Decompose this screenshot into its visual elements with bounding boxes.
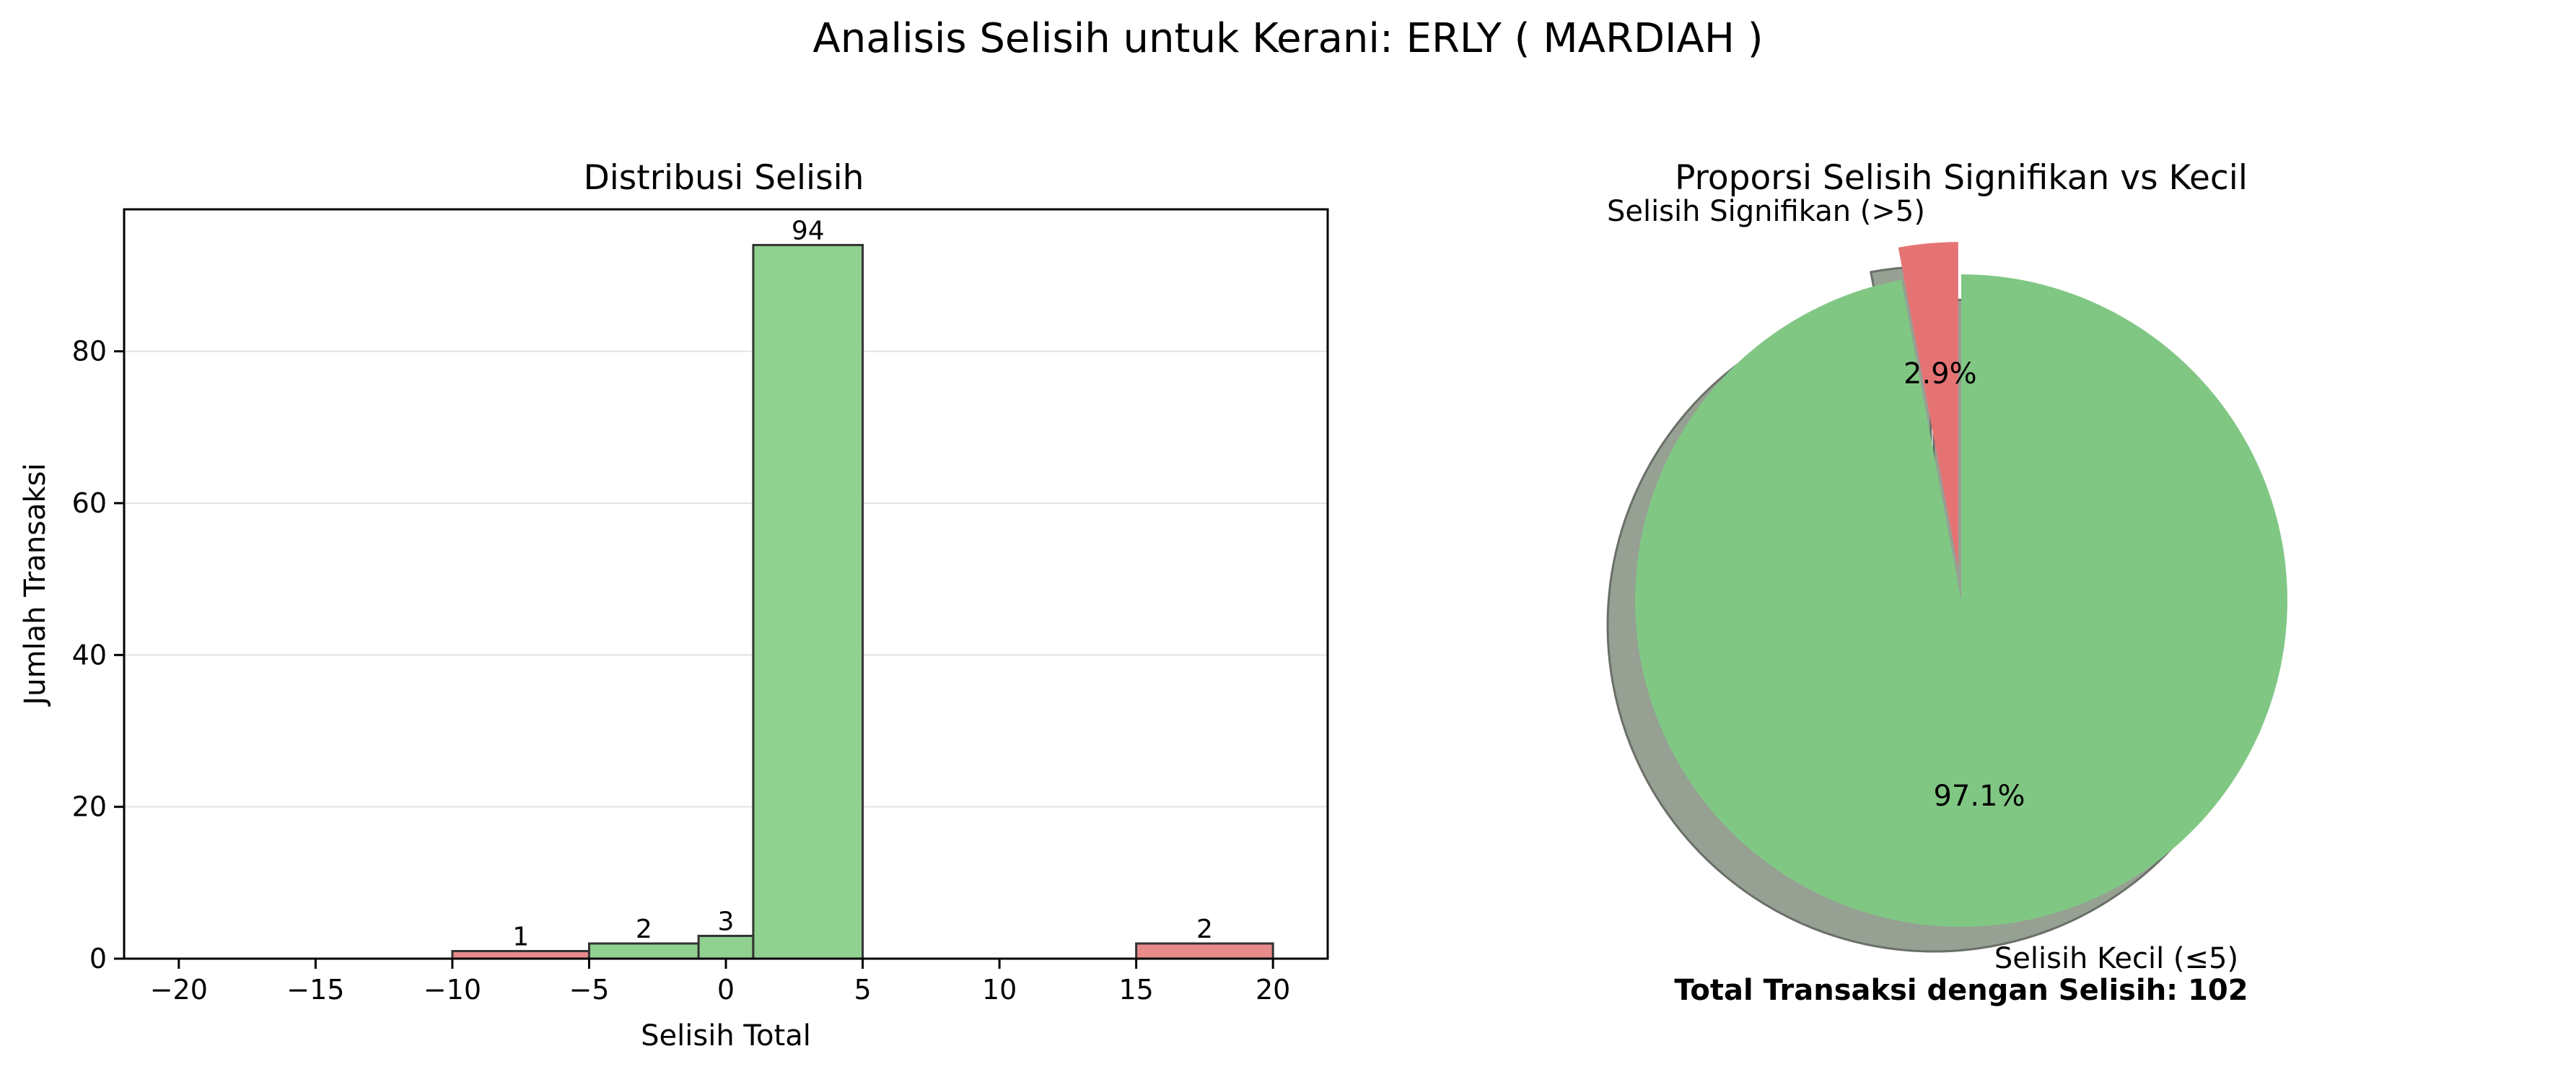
hist-bar-4 <box>1135 942 1274 960</box>
x-tick-label-7: 15 <box>1118 974 1153 1006</box>
x-tick-label-6: 10 <box>982 974 1017 1006</box>
hist-bar-1 <box>587 942 700 960</box>
histogram-ylabel: Jumlah Transaksi <box>19 463 52 707</box>
x-tick-label-1: −15 <box>286 974 344 1006</box>
histogram-title: Distribusi Selisih <box>584 158 864 198</box>
pie-footer: Total Transaksi dengan Selisih: 102 <box>1674 974 2248 1007</box>
pie-outer-label-1: Selisih Kecil (≤5) <box>1994 942 2238 975</box>
x-tick-label-4: 0 <box>717 974 735 1006</box>
y-tick-label-0: 0 <box>89 943 107 975</box>
pie-chart: Proporsi Selisih Signifikan vs Kecil 2.9… <box>1606 158 2288 1007</box>
hist-bar-label-3: 94 <box>792 216 825 245</box>
hist-bar-0 <box>451 949 590 960</box>
x-tick-label-5: 5 <box>854 974 871 1006</box>
histogram-chart: Distribusi Selisih 1 2 3 94 2 −20 −15 −10 −5 0 5 1… <box>19 158 1329 1053</box>
y-tick-label-3: 60 <box>72 487 107 519</box>
pie-pct-label-0: 2.9% <box>1903 357 1977 391</box>
hist-bar-label-4: 2 <box>1196 915 1213 944</box>
pie-outer-label-0: Selisih Signifikan (>5) <box>1607 195 1925 228</box>
hist-bar-label-1: 2 <box>636 915 652 944</box>
hist-bar-label-0: 1 <box>512 922 529 951</box>
x-tick-label-0: −20 <box>150 974 208 1006</box>
hist-bar-2 <box>697 934 755 960</box>
pie-pct-label-1: 97.1% <box>1933 780 2025 813</box>
y-tick-label-1: 20 <box>72 791 107 823</box>
pie-title: Proporsi Selisih Signifikan vs Kecil <box>1675 158 2248 198</box>
histogram-xlabel: Selisih Total <box>641 1019 811 1053</box>
hist-bar-3 <box>752 243 864 960</box>
pie-slice-0 <box>1898 242 1958 569</box>
y-tick-label-4: 80 <box>72 336 107 367</box>
x-tick-label-2: −10 <box>424 974 481 1006</box>
x-tick-label-3: −5 <box>569 974 609 1006</box>
hist-bar-label-2: 3 <box>718 907 735 936</box>
x-tick-label-8: 20 <box>1256 974 1290 1006</box>
pie-slice-1 <box>1635 274 2288 927</box>
y-tick-label-2: 40 <box>72 639 107 671</box>
figure-suptitle: Analisis Selisih untuk Kerani: ERLY ( MA… <box>812 15 1763 62</box>
